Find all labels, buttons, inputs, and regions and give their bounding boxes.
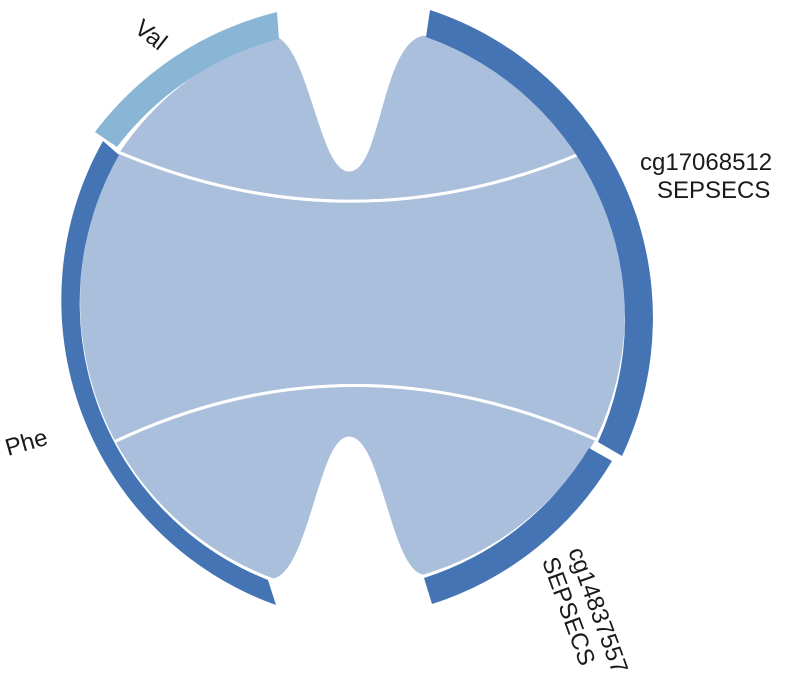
- sector-label-phe: Phe: [2, 424, 50, 462]
- sector-arc-cg17068512: [426, 10, 653, 456]
- sector-arc-val: [95, 12, 279, 147]
- chord-links: [77, 32, 628, 582]
- sector-arcs: [61, 10, 653, 605]
- sector-arc-phe: [61, 141, 276, 605]
- sector-label-cg14837557: cg14837557 SEPSECS: [536, 544, 635, 685]
- sector-label-val: Val: [129, 14, 172, 56]
- sector-arc-cg14837557: [424, 448, 612, 604]
- sector-label-cg17068512-line1: cg17068512: [640, 149, 772, 176]
- sector-label-cg17068512-line2: SEPSECS: [657, 177, 770, 204]
- sector-label-cg17068512: cg17068512 SEPSECS: [640, 149, 779, 204]
- link-phe-to-cg14837557: [112, 384, 599, 582]
